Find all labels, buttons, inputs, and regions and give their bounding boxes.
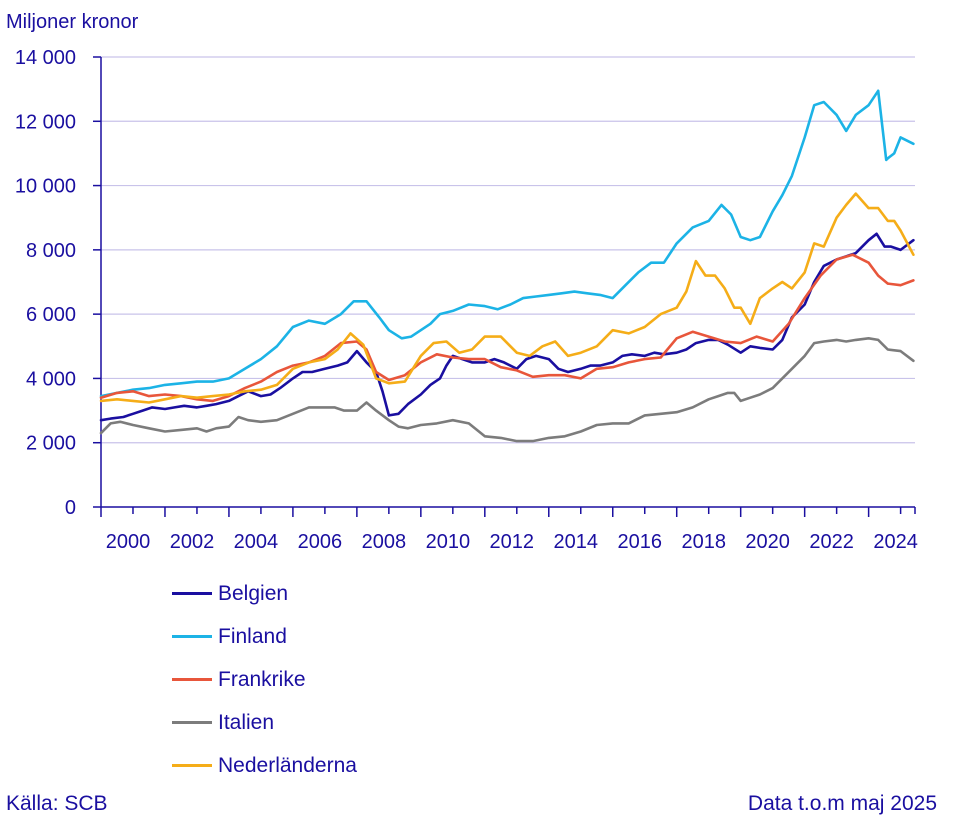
legend-swatch	[172, 678, 212, 681]
y-tick-label: 0	[65, 497, 76, 519]
x-tick-label: 2012	[490, 531, 535, 553]
legend-label: Italien	[218, 710, 275, 734]
legend-label: Finland	[218, 624, 287, 648]
x-tick-label: 2018	[681, 531, 726, 553]
series-line-frankrike	[99, 253, 915, 403]
legend: Belgien Finland Frankrike Italien Nederl…	[172, 572, 357, 787]
x-tick-label: 2000	[106, 531, 151, 553]
x-tick-label: 2020	[745, 531, 790, 553]
x-tick-label: 2024	[873, 531, 918, 553]
y-tick-label: 10 000	[15, 176, 76, 198]
x-axis: 2000 2002 2004 2006 2008 2010 2012 2014 2016 2018…	[100, 506, 918, 553]
x-tick-label: 2014	[554, 531, 599, 553]
legend-item-nederlanderna: Nederländerna	[172, 744, 357, 787]
legend-swatch	[172, 721, 212, 724]
legend-swatch	[172, 764, 212, 767]
x-tick-label: 2002	[170, 531, 215, 553]
legend-item-finland: Finland	[172, 615, 357, 658]
series-line-belgien	[99, 232, 915, 422]
y-axis: 0 2 000 4 000 6 000 8 000 10 000 12 000 14 000	[15, 47, 102, 519]
series-line-finland	[99, 89, 915, 398]
series-lines	[99, 89, 915, 443]
y-tick-label: 6 000	[26, 304, 76, 326]
legend-label: Nederländerna	[218, 753, 357, 777]
source-note: Källa: SCB	[6, 792, 108, 815]
legend-label: Frankrike	[218, 667, 306, 691]
legend-item-belgien: Belgien	[172, 572, 357, 615]
x-tick-label: 2010	[426, 531, 471, 553]
legend-item-italien: Italien	[172, 701, 357, 744]
legend-label: Belgien	[218, 581, 289, 605]
series-line-nederlnderna	[99, 192, 915, 404]
data-period-note: Data t.o.m maj 2025	[747, 792, 937, 815]
legend-swatch	[172, 592, 212, 595]
gridlines	[101, 56, 915, 444]
y-tick-label: 12 000	[15, 111, 76, 133]
x-tick-label: 2004	[234, 531, 279, 553]
x-tick-label: 2022	[809, 531, 854, 553]
y-tick-label: 2 000	[26, 433, 76, 455]
series-line-italien	[99, 336, 915, 443]
legend-item-frankrike: Frankrike	[172, 658, 357, 701]
x-tick-label: 2008	[362, 531, 407, 553]
legend-swatch	[172, 635, 212, 638]
x-tick-label: 2016	[617, 531, 662, 553]
y-tick-label: 8 000	[26, 240, 76, 262]
y-tick-label: 14 000	[15, 47, 76, 69]
x-tick-label: 2006	[298, 531, 343, 553]
y-tick-label: 4 000	[26, 368, 76, 390]
y-axis-label: Miljoner kronor	[6, 11, 139, 33]
